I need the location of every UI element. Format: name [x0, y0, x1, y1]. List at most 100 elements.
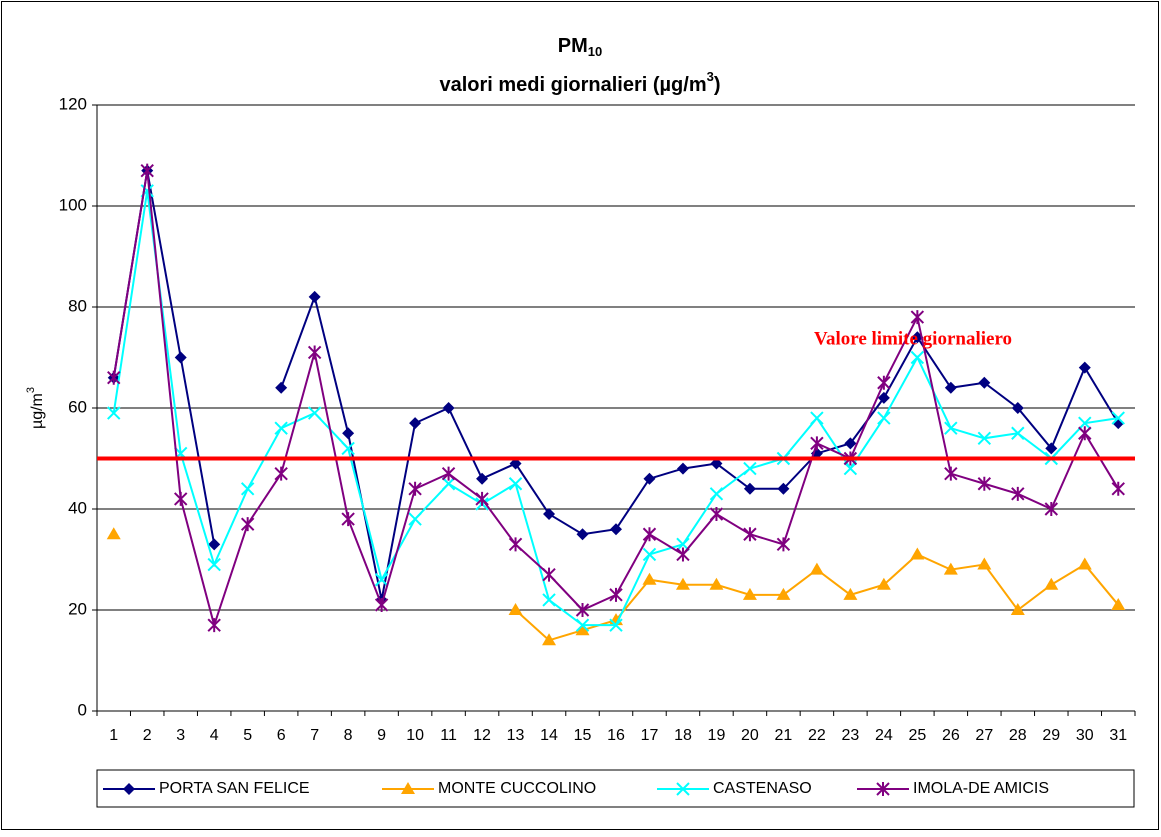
- marker: [374, 572, 389, 587]
- marker: [944, 421, 958, 435]
- marker: [207, 618, 221, 633]
- marker: [575, 603, 590, 617]
- x-tick-label: 27: [975, 727, 993, 744]
- x-tick-label: 2: [143, 727, 152, 744]
- marker: [274, 466, 288, 481]
- marker: [877, 375, 891, 390]
- marker: [442, 402, 455, 414]
- y-tick-label: 100: [59, 195, 87, 214]
- y-tick-label: 60: [68, 397, 87, 416]
- legend-label: CASTENASO: [713, 780, 812, 797]
- x-tick-label: 19: [708, 727, 726, 744]
- marker: [508, 537, 523, 552]
- marker: [877, 391, 890, 404]
- x-tick-label: 23: [841, 727, 859, 744]
- y-tick-label: 120: [59, 94, 87, 113]
- marker: [1010, 603, 1025, 615]
- x-tick-label: 30: [1076, 727, 1094, 744]
- legend-label: IMOLA-DE AMICIS: [913, 780, 1049, 797]
- marker: [675, 577, 690, 590]
- marker: [307, 345, 322, 360]
- marker: [409, 417, 422, 430]
- marker: [810, 411, 824, 425]
- chart-title: PM10: [558, 35, 602, 59]
- x-tick-label: 11: [440, 727, 457, 744]
- x-tick-label: 20: [741, 727, 759, 744]
- marker: [107, 406, 121, 420]
- y-tick-label: 0: [78, 700, 87, 719]
- x-tick-label: 13: [507, 727, 525, 744]
- legend-box: [96, 769, 1135, 808]
- marker: [208, 538, 221, 551]
- x-tick-label: 22: [808, 727, 826, 744]
- marker: [643, 472, 656, 485]
- marker: [240, 482, 255, 496]
- marker: [1078, 361, 1091, 374]
- marker: [776, 537, 791, 552]
- marker: [240, 517, 255, 532]
- x-tick-label: 17: [641, 727, 659, 744]
- marker: [542, 633, 557, 646]
- marker: [676, 547, 690, 562]
- x-tick-label: 29: [1042, 727, 1060, 744]
- marker: [676, 462, 689, 475]
- limit-label: Valore limite giornaliero: [814, 328, 1012, 349]
- x-tick-label: 14: [540, 727, 558, 744]
- marker: [106, 527, 121, 540]
- x-tick-label: 24: [875, 727, 893, 744]
- x-tick-label: 16: [607, 727, 625, 744]
- x-tick-label: 31: [1109, 727, 1127, 744]
- marker: [944, 466, 958, 481]
- marker: [610, 523, 622, 536]
- marker: [676, 782, 690, 796]
- marker: [910, 547, 925, 560]
- x-tick-label: 7: [310, 727, 319, 744]
- x-tick-label: 18: [674, 727, 692, 744]
- marker: [575, 618, 590, 632]
- y-tick-label: 80: [68, 296, 87, 315]
- y-label-text: µg/m: [29, 393, 46, 429]
- x-tick-label: 26: [942, 727, 960, 744]
- marker: [743, 482, 756, 495]
- y-axis-label: µg/m3: [25, 387, 46, 429]
- marker: [441, 477, 456, 491]
- marker: [1011, 402, 1024, 414]
- marker: [978, 376, 991, 389]
- marker: [341, 441, 355, 456]
- marker: [977, 476, 992, 491]
- marker: [709, 487, 724, 501]
- marker: [642, 547, 657, 562]
- marker: [508, 603, 523, 615]
- marker: [1111, 481, 1125, 496]
- title-main: PM: [558, 35, 588, 57]
- marker: [1044, 577, 1059, 590]
- marker: [743, 461, 757, 476]
- legend-label: MONTE CUCCOLINO: [438, 780, 596, 797]
- marker: [342, 427, 355, 440]
- marker: [877, 411, 891, 425]
- marker: [509, 457, 522, 470]
- marker: [543, 508, 556, 521]
- marker: [876, 577, 891, 590]
- marker: [123, 783, 135, 795]
- marker: [275, 381, 288, 394]
- x-tick-label: 1: [109, 727, 118, 744]
- marker: [742, 587, 757, 600]
- marker: [910, 350, 925, 365]
- marker: [374, 597, 389, 612]
- marker: [408, 512, 422, 526]
- marker: [1111, 411, 1125, 425]
- subtitle-end: ): [714, 74, 721, 96]
- x-tick-label: 21: [775, 727, 793, 744]
- marker: [401, 782, 415, 794]
- marker: [307, 406, 322, 420]
- marker: [575, 623, 590, 636]
- x-tick-label: 25: [908, 727, 926, 744]
- x-tick-label: 28: [1009, 727, 1027, 744]
- y-label-sup: 3: [25, 387, 37, 393]
- marker: [508, 477, 523, 491]
- marker: [542, 567, 556, 582]
- title-sub: 10: [588, 44, 602, 59]
